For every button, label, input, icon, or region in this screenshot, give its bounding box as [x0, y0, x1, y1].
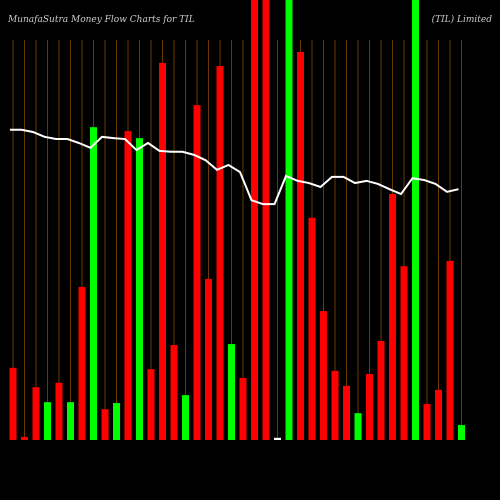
bar: [285, 0, 293, 440]
bar: [377, 341, 385, 440]
bar: [124, 131, 132, 440]
bar: [389, 194, 396, 440]
bar: [136, 138, 143, 440]
bar: [308, 217, 316, 440]
bar: [21, 436, 28, 440]
bar: [32, 387, 40, 440]
bar: [400, 266, 408, 440]
bar: [320, 311, 327, 440]
bar: [44, 402, 51, 440]
bar: [262, 0, 270, 440]
price-line: [10, 128, 459, 206]
chart-title: MunafaSutra Money Flow Charts for TIL: [7, 15, 195, 25]
bar: [113, 403, 120, 440]
bar: [216, 66, 224, 440]
bar: [343, 385, 350, 440]
bar: [159, 62, 166, 441]
bar: [366, 374, 373, 440]
bar: [354, 413, 362, 440]
bar: [297, 51, 304, 441]
bar: [147, 369, 155, 440]
bar: [458, 425, 465, 440]
bar: [251, 0, 258, 440]
bar: [67, 402, 74, 440]
bar: [101, 409, 109, 440]
bar: [446, 260, 454, 440]
bar: [90, 127, 97, 440]
bar: [78, 286, 86, 440]
bar: [228, 344, 235, 440]
bar: [239, 377, 247, 440]
bar: [182, 395, 189, 440]
chart-subtitle: (TIL) Limited: [432, 14, 493, 25]
bar: [412, 0, 419, 440]
bar: [205, 278, 212, 440]
bar: [435, 389, 442, 440]
bar: [9, 367, 17, 440]
bar: [170, 344, 178, 440]
bar: [274, 437, 281, 440]
bar: [331, 370, 339, 440]
bar: [193, 105, 201, 440]
bar: [423, 403, 431, 440]
bar: [55, 382, 63, 440]
